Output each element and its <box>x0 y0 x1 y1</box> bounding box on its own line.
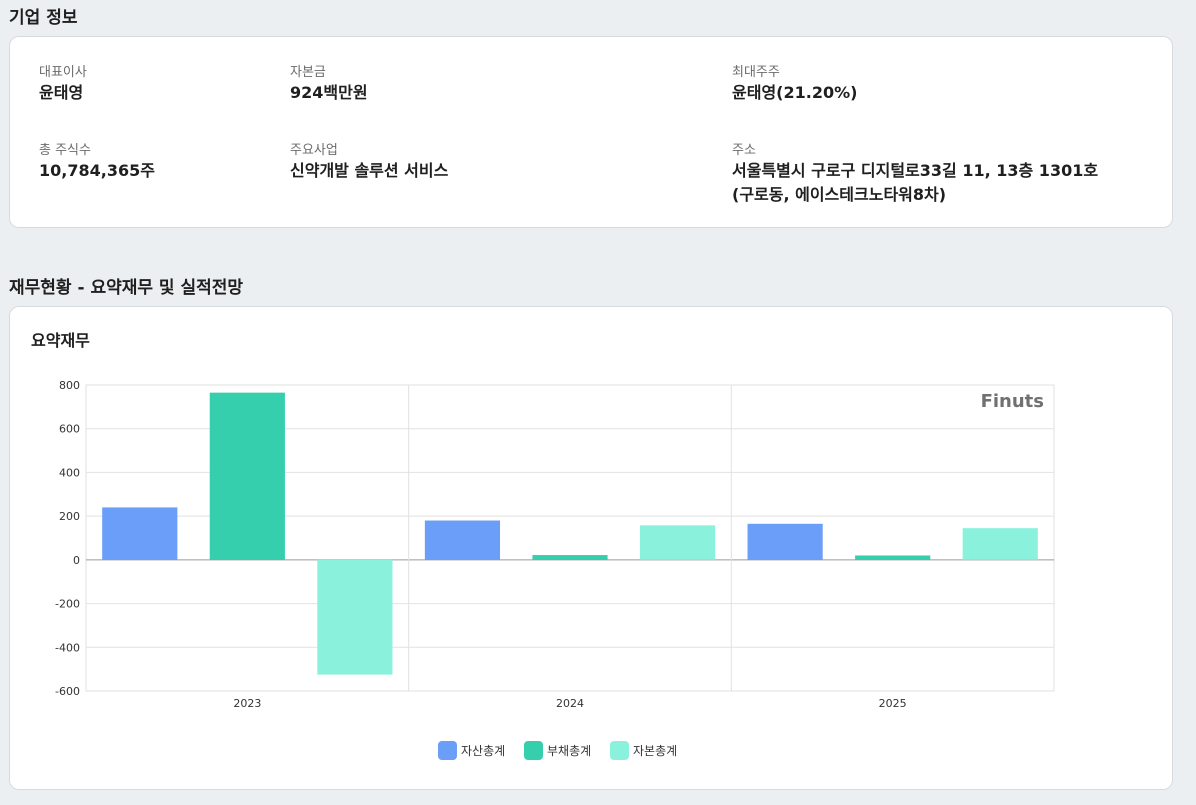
company-info-title: 기업 정보 <box>9 8 78 28</box>
capital-label: 자본금 <box>290 65 326 80</box>
major-shareholder-label: 최대주주 <box>732 65 780 80</box>
capital-value: 924백만원 <box>290 83 368 102</box>
main-business-label: 주요사업 <box>290 143 338 158</box>
ceo-value: 윤태영 <box>39 83 84 102</box>
main-business-value: 신약개발 솔루션 서비스 <box>290 161 449 180</box>
company-info-card: 대표이사 윤태영 자본금 924백만원 최대주주 윤태영(21.20%) 총 주… <box>9 36 1173 228</box>
address-line1: 서울특별시 구로구 디지털로33길 11, 13층 1301호 <box>732 161 1099 180</box>
address-label: 주소 <box>732 143 756 158</box>
address-line2: (구로동, 에이스테크노타워8차) <box>732 185 947 204</box>
ceo-label: 대표이사 <box>39 65 87 80</box>
major-shareholder-value: 윤태영(21.20%) <box>732 83 858 102</box>
finance-card: 요약재무 <box>9 306 1173 790</box>
finance-section-title: 재무현황 - 요약재무 및 실적전망 <box>9 278 244 298</box>
chart-card-title: 요약재무 <box>31 331 90 350</box>
total-shares-value: 10,784,365주 <box>39 161 155 180</box>
total-shares-label: 총 주식수 <box>39 143 91 158</box>
